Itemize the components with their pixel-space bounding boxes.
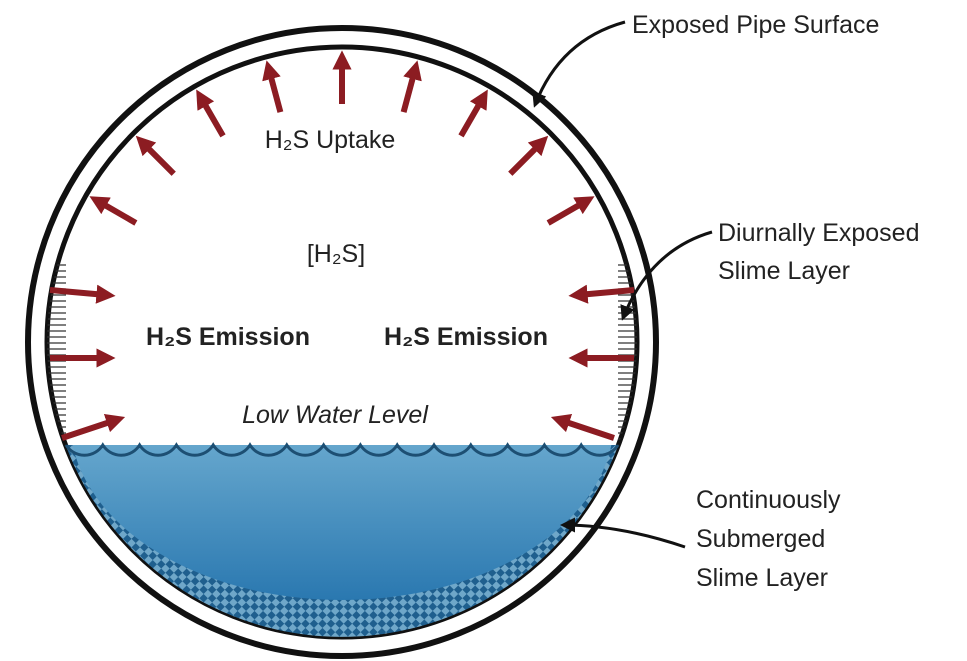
pointer bbox=[532, 20, 626, 108]
water-surface bbox=[64, 442, 620, 457]
uptake-arrow bbox=[135, 135, 176, 176]
pointer bbox=[560, 517, 686, 549]
emission-label: H₂S Emission bbox=[384, 323, 548, 351]
callout-label: Slime Layer bbox=[718, 257, 850, 285]
emission-label: H₂S Emission bbox=[146, 323, 310, 351]
emission-arrow bbox=[550, 413, 615, 441]
pointer bbox=[620, 230, 713, 321]
concentration-label: [H₂S] bbox=[307, 240, 365, 268]
emission-arrow bbox=[568, 284, 635, 304]
uptake-arrow bbox=[458, 89, 488, 138]
emission-arrow bbox=[61, 413, 126, 441]
callout-label: Diurnally Exposed bbox=[718, 219, 920, 247]
uptake-arrow bbox=[508, 135, 549, 176]
uptake-arrow bbox=[546, 196, 595, 226]
callout-label: Submerged bbox=[696, 525, 825, 553]
emission-arrow bbox=[49, 284, 116, 304]
uptake-arrow bbox=[196, 89, 226, 138]
callout-label: Exposed Pipe Surface bbox=[632, 11, 879, 39]
h2s-arrows bbox=[49, 50, 635, 441]
uptake-arrow bbox=[400, 60, 422, 113]
outer-pipe bbox=[25, 25, 659, 659]
uptake-arrow bbox=[262, 60, 284, 113]
water-level-label: Low Water Level bbox=[242, 401, 429, 429]
uptake-label: H₂S Uptake bbox=[265, 126, 396, 154]
callouts: Exposed Pipe Surface Diurnally Exposed Sli… bbox=[632, 11, 920, 592]
callout-label: Continuously bbox=[696, 486, 841, 514]
uptake-arrow bbox=[89, 196, 138, 226]
callout-label: Slime Layer bbox=[696, 564, 828, 592]
